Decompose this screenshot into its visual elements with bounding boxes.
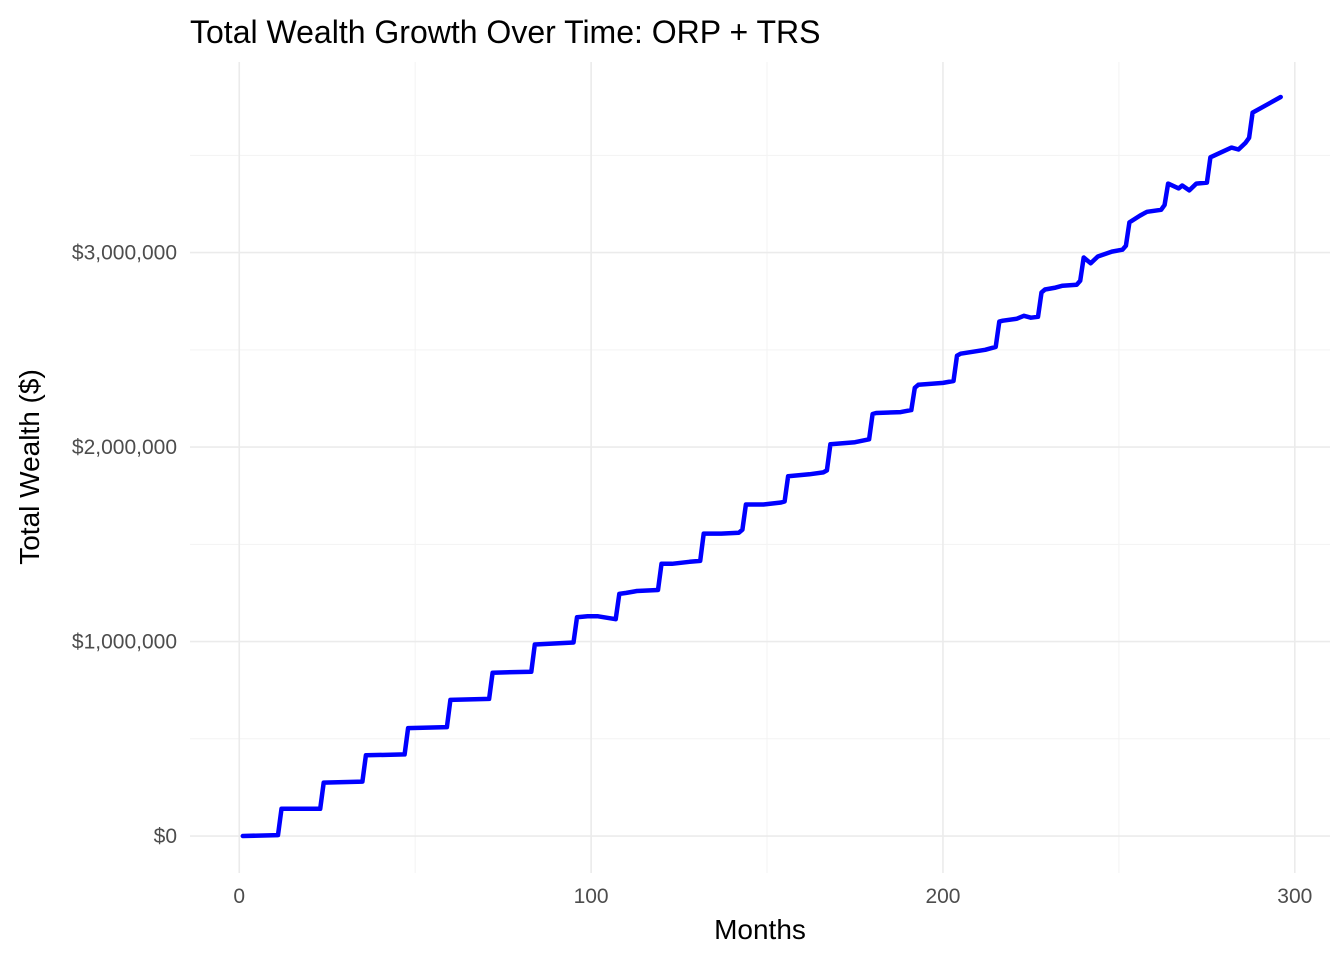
x-axis-ticks: 0 100 200 300 xyxy=(233,885,1312,908)
chart-title: Total Wealth Growth Over Time: ORP + TRS xyxy=(190,14,820,50)
x-tick-label: 0 xyxy=(233,885,245,908)
x-tick-label: 100 xyxy=(574,885,609,908)
x-tick-label: 200 xyxy=(925,885,960,908)
series-layer xyxy=(240,94,1283,839)
y-tick-label: $3,000,000 xyxy=(72,242,177,265)
y-axis-ticks: $0 $1,000,000 $2,000,000 $3,000,000 xyxy=(72,242,177,848)
minor-gridlines xyxy=(190,62,1330,873)
x-axis-title: Months xyxy=(714,914,806,945)
y-axis-title: Total Wealth ($) xyxy=(14,369,45,565)
series-line xyxy=(240,94,1283,839)
x-tick-label: 300 xyxy=(1277,885,1312,908)
y-tick-label: $2,000,000 xyxy=(72,436,177,459)
y-tick-label: $0 xyxy=(154,825,177,848)
y-tick-label: $1,000,000 xyxy=(72,631,177,654)
major-gridlines xyxy=(190,62,1330,873)
